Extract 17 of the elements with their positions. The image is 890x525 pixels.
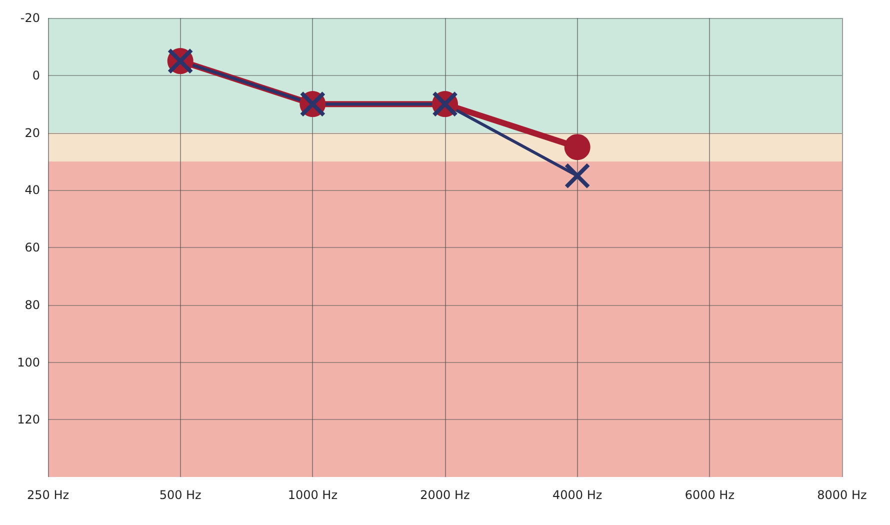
- y-tick-label: 120: [17, 412, 40, 427]
- y-tick-label: 0: [32, 68, 40, 82]
- y-tick-label: 20: [24, 126, 40, 140]
- y-tick-label: 40: [24, 183, 40, 198]
- y-tick-label: 80: [24, 298, 40, 312]
- x-tick-label: 6000 Hz: [684, 488, 735, 502]
- point: [564, 162, 590, 189]
- x-tick-label: 2000 Hz: [420, 488, 470, 502]
- x-tick-label: 4000 Hz: [552, 488, 602, 502]
- x-tick-label: 500 Hz: [159, 488, 202, 502]
- y-tick-label: 60: [24, 240, 40, 254]
- x-tick-label: 250 Hz: [26, 488, 70, 502]
- x-tick-label: 8000 Hz: [817, 488, 867, 502]
- y-tick-label: 100: [17, 355, 40, 370]
- point: [564, 134, 590, 160]
- y-tick-label: -20: [20, 11, 40, 25]
- x-tick-label: 1000 Hz: [288, 488, 338, 502]
